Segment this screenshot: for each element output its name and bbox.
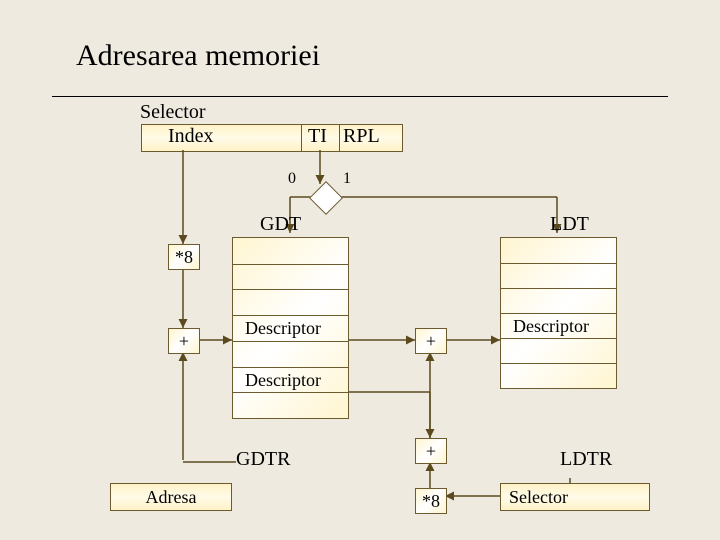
add-left-box: +: [168, 328, 200, 354]
gdt-table: Descriptor Descriptor: [232, 237, 349, 419]
ldt-descriptor: Descriptor: [513, 316, 589, 337]
add-mid-box: +: [415, 328, 447, 354]
mul8-left-box: *8: [168, 244, 200, 270]
ldt-table: Descriptor: [500, 237, 617, 389]
selector-label: Selector: [140, 101, 206, 124]
branch-1-label: 1: [343, 170, 351, 188]
ldt-label: LDT: [550, 213, 589, 236]
page-title: Adresarea memoriei: [76, 39, 320, 73]
ti-label: TI: [308, 125, 327, 148]
index-label: Index: [168, 125, 214, 148]
gdt-label: GDT: [260, 213, 301, 236]
title-underline: [52, 96, 668, 97]
gdt-descriptor-1: Descriptor: [245, 318, 321, 339]
mul8-bot-box: *8: [415, 488, 447, 514]
ldtr-selector-box: Selector: [500, 483, 650, 511]
rpl-label: RPL: [343, 125, 380, 148]
branch-0-label: 0: [288, 170, 296, 188]
gdt-descriptor-2: Descriptor: [245, 370, 321, 391]
gdtr-label: GDTR: [236, 448, 290, 471]
ldtr-label: LDTR: [560, 448, 612, 471]
adresa-box: Adresa: [110, 483, 232, 511]
add-bot-box: +: [415, 438, 447, 464]
ti-decision-diamond: [309, 181, 343, 215]
